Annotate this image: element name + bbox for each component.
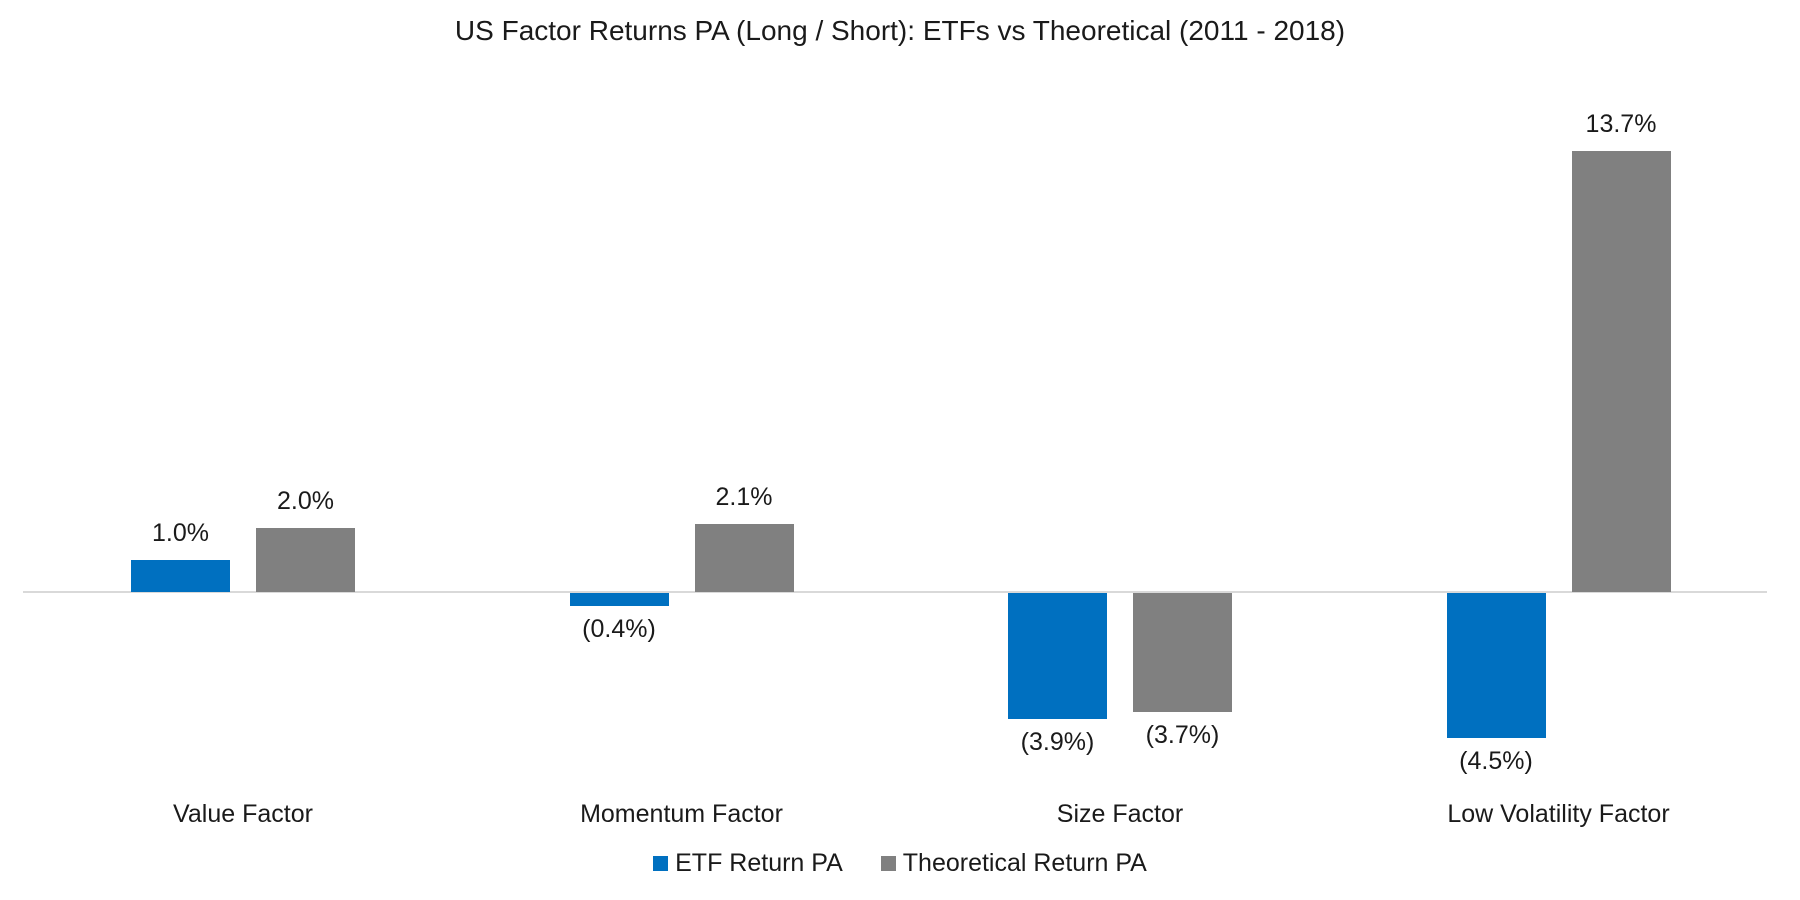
legend-label: ETF Return PA [675,849,843,877]
data-label-theoretical-return-pa-value-factor: 2.0% [277,486,334,515]
legend-label: Theoretical Return PA [902,849,1147,877]
legend-swatch-icon [653,856,669,871]
legend: ETF Return PA Theoretical Return PA [0,849,1800,878]
legend-item-theoretical-return-pa: Theoretical Return PA [880,849,1147,878]
bar-theoretical-return-pa-momentum-factor [694,524,794,592]
data-label-theoretical-return-pa-momentum-factor: 2.1% [715,483,773,512]
x-axis-line [23,591,1767,593]
category-label-size-factor: Size Factor [1056,800,1184,828]
bar-etf-return-pa-low-volatility-factor [1446,593,1546,738]
legend-item-etf-return-pa: ETF Return PA [653,849,843,878]
category-label-momentum-factor: Momentum Factor [580,800,783,828]
data-label-etf-return-pa-size-factor: (3.9%) [1020,727,1095,756]
chart-title: US Factor Returns PA (Long / Short): ETF… [454,15,1346,46]
bar-theoretical-return-pa-low-volatility-factor [1571,150,1671,592]
legend-swatch-icon [880,856,896,871]
bar-etf-return-pa-momentum-factor [569,593,669,606]
category-label-low-volatility-factor: Low Volatility Factor [1447,800,1670,828]
bar-etf-return-pa-size-factor [1008,593,1107,719]
data-label-etf-return-pa-value-factor: 1.0% [152,518,209,547]
bar-theoretical-return-pa-size-factor [1133,593,1232,713]
data-label-theoretical-return-pa-low-volatility-factor: 13.7% [1585,109,1657,138]
data-label-etf-return-pa-low-volatility-factor: (4.5%) [1459,746,1533,775]
data-label-etf-return-pa-momentum-factor: (0.4%) [582,614,656,643]
bar-etf-return-pa-value-factor [131,559,230,592]
data-label-theoretical-return-pa-size-factor: (3.7%) [1145,721,1220,750]
category-label-value-factor: Value Factor [173,800,313,828]
bar-theoretical-return-pa-value-factor [256,527,355,592]
